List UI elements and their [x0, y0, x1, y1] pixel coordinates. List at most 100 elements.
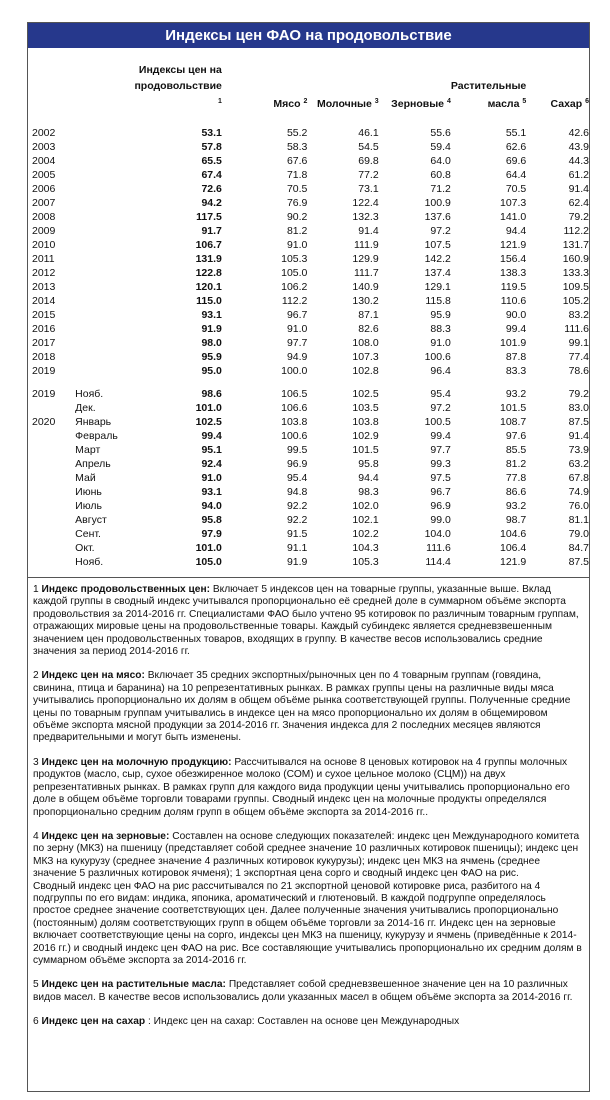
month: Нояб. — [75, 388, 104, 400]
sub-index: 94.4 — [505, 225, 527, 237]
sub-index: 102.0 — [352, 500, 379, 512]
sub-index: 83.3 — [505, 365, 527, 377]
sub-index: 96.4 — [430, 365, 451, 377]
sub-index: 97.2 — [430, 225, 451, 237]
year: 2009 — [32, 225, 56, 237]
sub-index: 106.5 — [281, 388, 308, 400]
footnote-text: Составлен на основе следующих показателе… — [33, 830, 580, 880]
footnote-number: 1 — [33, 584, 39, 595]
year — [32, 443, 75, 457]
column-label: Мясо — [273, 98, 301, 110]
food-index: 65.5 — [201, 155, 222, 167]
food-index: 98.0 — [201, 337, 222, 349]
monthly-row: Дек. 101.0 106.6 103.5 97.2 101.5 83.0 — [32, 401, 589, 415]
sub-index: 81.1 — [568, 514, 589, 526]
food-index: 92.4 — [201, 458, 222, 470]
sub-index: 96.7 — [286, 309, 308, 321]
year: 2011 — [32, 253, 55, 265]
sub-index: 92.2 — [286, 500, 308, 512]
sub-index: 59.4 — [430, 141, 451, 153]
year — [32, 401, 75, 415]
month: Июль — [75, 500, 102, 512]
year — [32, 555, 75, 569]
sub-index: 83.0 — [568, 402, 589, 414]
sub-index: 104.0 — [424, 528, 451, 540]
sub-index: 87.1 — [358, 309, 379, 321]
month: Май — [75, 472, 96, 484]
food-index: 57.8 — [201, 141, 222, 153]
month — [75, 238, 134, 252]
sub-index: 99.4 — [505, 323, 527, 335]
year — [32, 471, 75, 485]
monthly-row: Март 95.1 99.5 101.5 97.7 85.5 73.9 — [32, 443, 589, 457]
month — [75, 168, 134, 182]
year: 2019 — [32, 388, 56, 400]
food-index: 67.4 — [201, 169, 222, 181]
sub-index: 97.6 — [505, 430, 527, 442]
annual-row: 2018 95.9 94.9 107.3 100.6 87.8 77.4 — [32, 350, 589, 364]
footnote-title: Индекс цен на молочную продукцию: — [41, 756, 232, 768]
sub-index: 73.1 — [358, 183, 379, 195]
month: Июнь — [75, 486, 102, 498]
sub-index: 86.6 — [505, 486, 527, 498]
sub-index: 95.4 — [286, 472, 308, 484]
column-header: Молочные 3 — [307, 52, 379, 126]
sub-index: 111.6 — [426, 542, 451, 554]
monthly-row: Август 95.8 92.2 102.1 99.0 98.7 81.1 — [32, 513, 589, 527]
year: 2012 — [32, 267, 56, 279]
sub-index: 91.0 — [286, 323, 308, 335]
sub-index: 67.8 — [568, 472, 589, 484]
year: 2006 — [32, 183, 56, 195]
sub-index: 104.6 — [499, 528, 527, 540]
footnote-ref: 6 — [585, 98, 589, 105]
footnote-title: Индекс цен на зерновые: — [41, 830, 170, 842]
sub-index: 98.3 — [358, 486, 379, 498]
year: 2020 — [32, 416, 56, 428]
footnote-ref: 4 — [446, 98, 451, 105]
food-index: 122.8 — [195, 267, 222, 279]
year: 2017 — [32, 337, 56, 349]
sub-index: 107.3 — [499, 197, 527, 209]
sub-index: 83.2 — [568, 309, 589, 321]
annual-row: 2005 67.4 71.8 77.2 60.8 64.4 61.2 — [32, 168, 589, 182]
sub-index: 102.1 — [352, 514, 379, 526]
sub-index: 43.9 — [568, 141, 589, 153]
month — [75, 196, 134, 210]
sub-index: 100.6 — [281, 430, 308, 442]
food-index: 93.1 — [201, 486, 222, 498]
footnote-title: Индекс цен на мясо: — [41, 670, 145, 682]
monthly-row: Февраль 99.4 100.6 102.9 99.4 97.6 91.4 — [32, 429, 589, 443]
sub-index: 91.4 — [568, 183, 589, 195]
sub-index: 77.2 — [358, 169, 379, 181]
monthly-row: Май 91.0 95.4 94.4 97.5 77.8 67.8 — [32, 471, 589, 485]
month — [75, 252, 134, 266]
footnote-text: Рассчитывался на основе 8 ценовых котиро… — [33, 756, 570, 818]
month: Февраль — [75, 430, 118, 442]
spacer — [32, 378, 589, 387]
year: 2018 — [32, 351, 56, 363]
sub-index: 111.7 — [353, 267, 379, 279]
annual-row: 2016 91.9 91.0 82.6 88.3 99.4 111.6 — [32, 322, 589, 336]
year: 2016 — [32, 323, 56, 335]
header-row: Индексы цен на продовольствие 1 Мясо 2 Мол… — [32, 52, 589, 126]
sub-index: 99.4 — [430, 430, 451, 442]
sub-index: 100.6 — [424, 351, 451, 363]
sub-index: 156.4 — [499, 253, 527, 265]
month: Август — [75, 514, 107, 526]
sub-index: 79.2 — [568, 211, 589, 223]
food-index: 94.0 — [201, 500, 222, 512]
food-index: 120.1 — [195, 281, 222, 293]
month — [75, 266, 134, 280]
footnote: 1 Индекс продовольственных цен: Включает… — [33, 584, 585, 658]
sub-index: 70.5 — [286, 183, 308, 195]
year: 2013 — [32, 281, 56, 293]
sub-index: 67.6 — [286, 155, 308, 167]
sub-index: 61.2 — [568, 169, 589, 181]
year — [32, 499, 75, 513]
sub-index: 101.5 — [499, 402, 527, 414]
column-header: Сахар 6 — [526, 52, 589, 126]
sub-index: 119.5 — [500, 281, 527, 293]
sub-index: 99.3 — [430, 458, 451, 470]
food-index: 98.6 — [201, 388, 222, 400]
